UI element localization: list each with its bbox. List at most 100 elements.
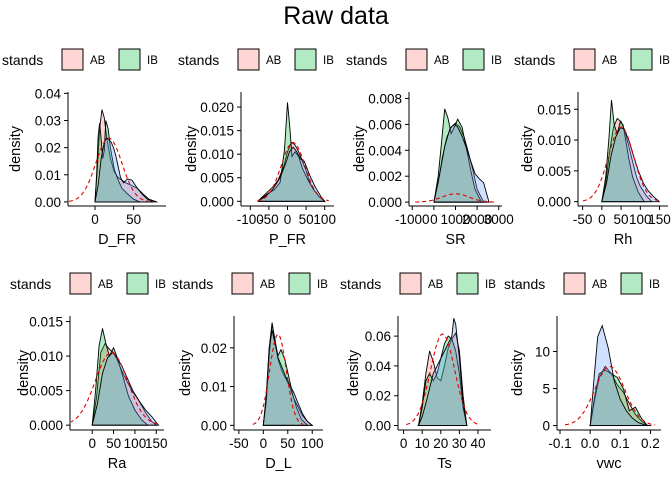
y-tick-label: 0.000 [200, 194, 234, 209]
density-area-third [262, 330, 314, 426]
legend: stands AB IB [514, 48, 670, 71]
density-area-third [589, 324, 652, 427]
density-area-third [433, 123, 491, 203]
normal-curve [71, 352, 160, 425]
x-tick-label: 150 [648, 212, 671, 227]
x-tick-label: 0 [260, 436, 268, 451]
legend: stands AB IB [178, 48, 334, 71]
legend-key-ib [630, 48, 653, 71]
y-tick-label: 0.02 [365, 389, 391, 404]
x-tick-label: 50 [126, 212, 141, 227]
y-axis-title: density [184, 125, 200, 172]
x-tick-label: 1000 [440, 212, 470, 227]
y-tick-label: 0.000 [368, 195, 402, 210]
legend-label-ib: IB [491, 55, 502, 67]
x-tick-label: 50 [106, 436, 121, 451]
x-tick-label: 50 [280, 436, 295, 451]
normal-curve [406, 333, 479, 426]
legend-title: stands [172, 276, 213, 292]
x-tick-label: 150 [145, 436, 168, 451]
y-axis-title: density [352, 125, 368, 172]
x-tick-label: -50 [573, 212, 593, 227]
x-tick-label: -1000 [395, 212, 430, 227]
density-panel-d_l: stands AB IB 0.00 0.01 0.02 -50 0 50 100 D_L densit… [172, 272, 328, 472]
y-tick-label: 0.000 [29, 418, 63, 433]
legend-label-ib: IB [147, 55, 158, 67]
density-area-ib [433, 108, 483, 203]
legend-label-ib: IB [155, 279, 166, 291]
figure-title: Raw data [283, 2, 389, 30]
y-tick-label: 0.03 [35, 114, 61, 129]
legend-key-ib [462, 48, 485, 71]
legend-label-ab: AB [266, 55, 282, 67]
legend-key-ib [294, 48, 317, 71]
density-area-third [94, 137, 154, 203]
legend-title: stands [10, 276, 51, 292]
x-tick-label: -50 [229, 436, 249, 451]
normal-curve [257, 142, 329, 202]
legend-label-ab: AB [434, 55, 450, 67]
legend-label-ab: AB [428, 279, 444, 291]
density-panel-sr: stands AB IB 0.000 0.002 0.004 0.006 0.008 -1000… [346, 48, 514, 248]
y-tick-label: 0.010 [29, 349, 63, 364]
density-area-ib [417, 335, 468, 426]
y-tick-label: 0.008 [368, 91, 402, 106]
normal-curve [69, 137, 149, 202]
x-tick-label: 0 [598, 212, 606, 227]
x-axis-title: D_FR [98, 232, 136, 248]
legend-key-ib [126, 272, 149, 295]
y-tick-label: 0.04 [365, 359, 392, 374]
legend-label-ab: AB [90, 55, 106, 67]
x-tick-label: 0.0 [581, 436, 600, 451]
legend-label-ib: IB [649, 279, 660, 291]
legend-label-ib: IB [485, 279, 496, 291]
y-tick-label: 0.01 [35, 168, 61, 183]
x-axis-title: SR [445, 232, 465, 248]
legend-key-ab [69, 272, 92, 295]
x-tick-label: 100 [629, 212, 652, 227]
legend-key-ab [399, 272, 422, 295]
y-tick-label: 0.06 [365, 329, 391, 344]
x-tick-label: 0 [91, 212, 99, 227]
legend: stands AB IB [172, 272, 328, 295]
x-tick-label: 100 [124, 436, 147, 451]
density-area-ab [94, 109, 159, 203]
legend-title: stands [2, 52, 43, 68]
normal-curve [252, 333, 304, 425]
density-panel-p_fr: stands AB IB 0.000 0.005 0.010 0.015 0.020 -100-… [178, 48, 336, 248]
legend-title: stands [504, 276, 545, 292]
y-tick-label: 0.005 [29, 384, 63, 399]
x-axis-title: Rh [614, 232, 633, 248]
y-tick-label: 0.000 [537, 195, 571, 210]
y-tick-label: 10 [535, 345, 550, 360]
y-tick-label: 0.004 [368, 143, 402, 158]
y-tick-label: 0.00 [201, 418, 227, 433]
x-tick-label: 0 [284, 212, 292, 227]
legend-key-ib [118, 48, 141, 71]
x-tick-label: -100 [237, 212, 264, 227]
x-tick-label: -50 [259, 212, 279, 227]
x-axis-title: Ra [108, 456, 127, 472]
density-area-third [601, 127, 660, 203]
legend-title: stands [178, 52, 219, 68]
legend-key-ab [405, 48, 428, 71]
x-axis-title: Ts [437, 456, 452, 472]
legend-key-ab [237, 48, 260, 71]
x-tick-label: 50 [299, 212, 314, 227]
x-tick-label: 3000 [484, 212, 514, 227]
legend-label-ib: IB [323, 55, 334, 67]
x-tick-label: 100 [313, 212, 336, 227]
density-area-ib [589, 369, 649, 427]
y-tick-label: 0.02 [201, 341, 227, 356]
legend: stands AB IB [504, 272, 660, 295]
legend-key-ab [573, 48, 596, 71]
legend-key-ib [620, 272, 643, 295]
y-tick-label: 0.005 [200, 171, 234, 186]
density-panel-vwc: stands AB IB 0 5 10 -0.1 0.0 0.1 0.2 vwc density [504, 272, 661, 472]
y-axis-title: density [510, 349, 526, 396]
y-tick-label: 0.01 [201, 380, 227, 395]
legend-key-ib [288, 272, 311, 295]
legend-key-ab [231, 272, 254, 295]
x-axis-title: vwc [597, 456, 622, 472]
